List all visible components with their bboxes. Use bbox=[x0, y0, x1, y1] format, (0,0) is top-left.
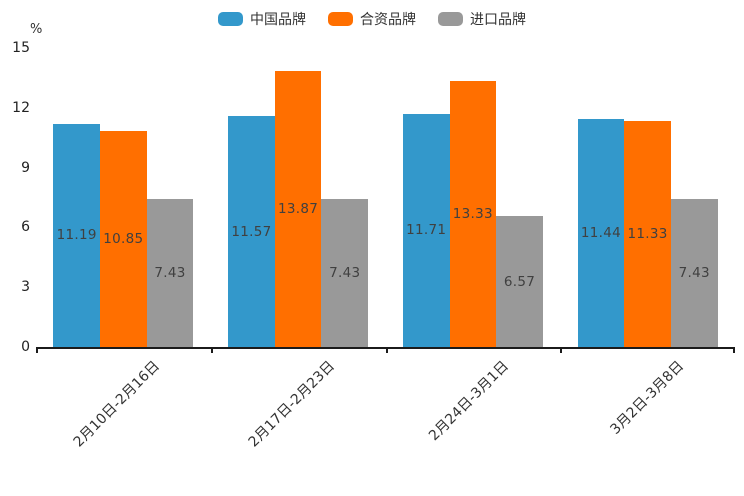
bar-进口品牌-3[interactable]: 7.43 bbox=[670, 198, 718, 347]
legend-item-label: 进口品牌 bbox=[470, 12, 526, 28]
bar-value-label: 13.87 bbox=[278, 200, 319, 217]
legend: 中国品牌 合资品牌 进口品牌 bbox=[0, 9, 744, 29]
legend-item-label: 中国品牌 bbox=[250, 12, 306, 28]
legend-swatch-icon bbox=[328, 12, 353, 26]
bar-value-label: 11.33 bbox=[627, 226, 668, 243]
bar-进口品牌-0[interactable]: 7.43 bbox=[146, 198, 194, 347]
y-tick-label: 15 bbox=[12, 40, 30, 56]
bar-中国品牌-0[interactable]: 11.19 bbox=[53, 123, 101, 347]
x-axis-tick bbox=[560, 347, 563, 353]
bar-value-label: 13.33 bbox=[452, 206, 493, 223]
y-tick-label: 0 bbox=[21, 339, 30, 355]
y-tick-label: 12 bbox=[12, 99, 30, 116]
bar-value-label: 11.44 bbox=[580, 224, 622, 241]
bar-value-label: 7.43 bbox=[154, 264, 186, 281]
bar-中国品牌-1[interactable]: 11.57 bbox=[228, 116, 275, 347]
bar-合资品牌-3[interactable]: 11.33 bbox=[624, 121, 671, 347]
legend-item-label: 合资品牌 bbox=[360, 12, 416, 28]
bar-合资品牌-2[interactable]: 13.33 bbox=[449, 81, 497, 347]
legend-item-0[interactable]: 中国品牌 bbox=[218, 9, 306, 29]
bar-进口品牌-2[interactable]: 6.57 bbox=[496, 216, 543, 347]
y-tick-label: 3 bbox=[21, 279, 30, 296]
x-axis-tick bbox=[385, 347, 388, 353]
plot-area: 11.19 10.85 7.43 11.57 13.87 7.43 11.71 13.33 6.… bbox=[36, 48, 735, 353]
x-axis-tick bbox=[733, 347, 735, 353]
bar-value-label: 6.57 bbox=[503, 273, 536, 290]
legend-swatch-icon bbox=[438, 12, 463, 26]
x-category-label: 3月2日-3月8日 bbox=[607, 358, 688, 438]
bar-value-label: 10.85 bbox=[103, 230, 144, 247]
x-axis-tick bbox=[210, 347, 213, 353]
x-axis-tick bbox=[36, 347, 38, 353]
bar-中国品牌-3[interactable]: 11.44 bbox=[577, 118, 625, 347]
y-tick-label: 9 bbox=[21, 159, 30, 176]
x-category-label: 2月10日-2月16日 bbox=[70, 358, 163, 451]
bar-合资品牌-1[interactable]: 13.87 bbox=[274, 70, 322, 347]
bar-合资品牌-0[interactable]: 10.85 bbox=[100, 130, 147, 347]
bar-中国品牌-2[interactable]: 11.71 bbox=[402, 113, 450, 347]
x-category-label: 2月24日-3月1日 bbox=[426, 358, 513, 445]
bar-value-label: 11.71 bbox=[406, 222, 447, 239]
bar-value-label: 11.19 bbox=[56, 227, 97, 244]
legend-swatch-icon bbox=[218, 12, 243, 26]
y-tick-label: 6 bbox=[21, 219, 30, 236]
bar-value-label: 11.57 bbox=[231, 223, 272, 240]
bar-value-label: 7.43 bbox=[678, 264, 710, 281]
legend-item-2[interactable]: 进口品牌 bbox=[438, 9, 526, 29]
x-category-label: 2月17日-2月23日 bbox=[245, 358, 338, 451]
bar-进口品牌-1[interactable]: 7.43 bbox=[321, 198, 369, 347]
y-axis-unit-label: % bbox=[30, 22, 43, 37]
legend-item-1[interactable]: 合资品牌 bbox=[328, 9, 416, 29]
bar-value-label: 7.43 bbox=[329, 264, 361, 281]
